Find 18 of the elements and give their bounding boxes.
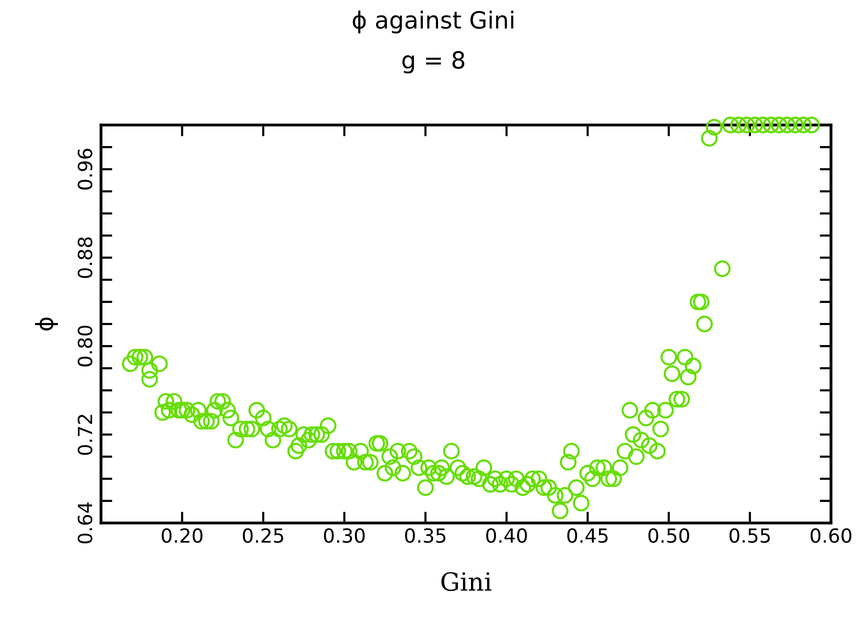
x-tick-label: 0.40 [486, 528, 527, 543]
y-axis-title: ϕ [35, 318, 58, 330]
x-tick-label: 0.25 [242, 528, 284, 543]
y-tick-label: 0.88 [78, 237, 92, 278]
y-tick-label: 0.80 [78, 326, 92, 366]
y-tick-label: 0.72 [78, 414, 92, 455]
y-tick-label: 0.64 [78, 502, 92, 544]
x-axis-title: Gini [441, 572, 492, 592]
x-tick-label: 0.20 [162, 528, 202, 543]
x-tick-label: 0.60 [810, 528, 852, 543]
x-tick-label: 0.45 [567, 528, 608, 543]
x-tick-label: 0.35 [405, 528, 446, 543]
x-tick-label: 0.55 [730, 528, 770, 543]
x-tick-label: 0.50 [648, 528, 690, 543]
chart-title: ϕ against Gini [352, 10, 514, 34]
chart-subtitle: g = 8 [402, 50, 464, 74]
x-tick-label: 0.30 [324, 528, 365, 543]
y-tick-label: 0.96 [78, 148, 92, 190]
